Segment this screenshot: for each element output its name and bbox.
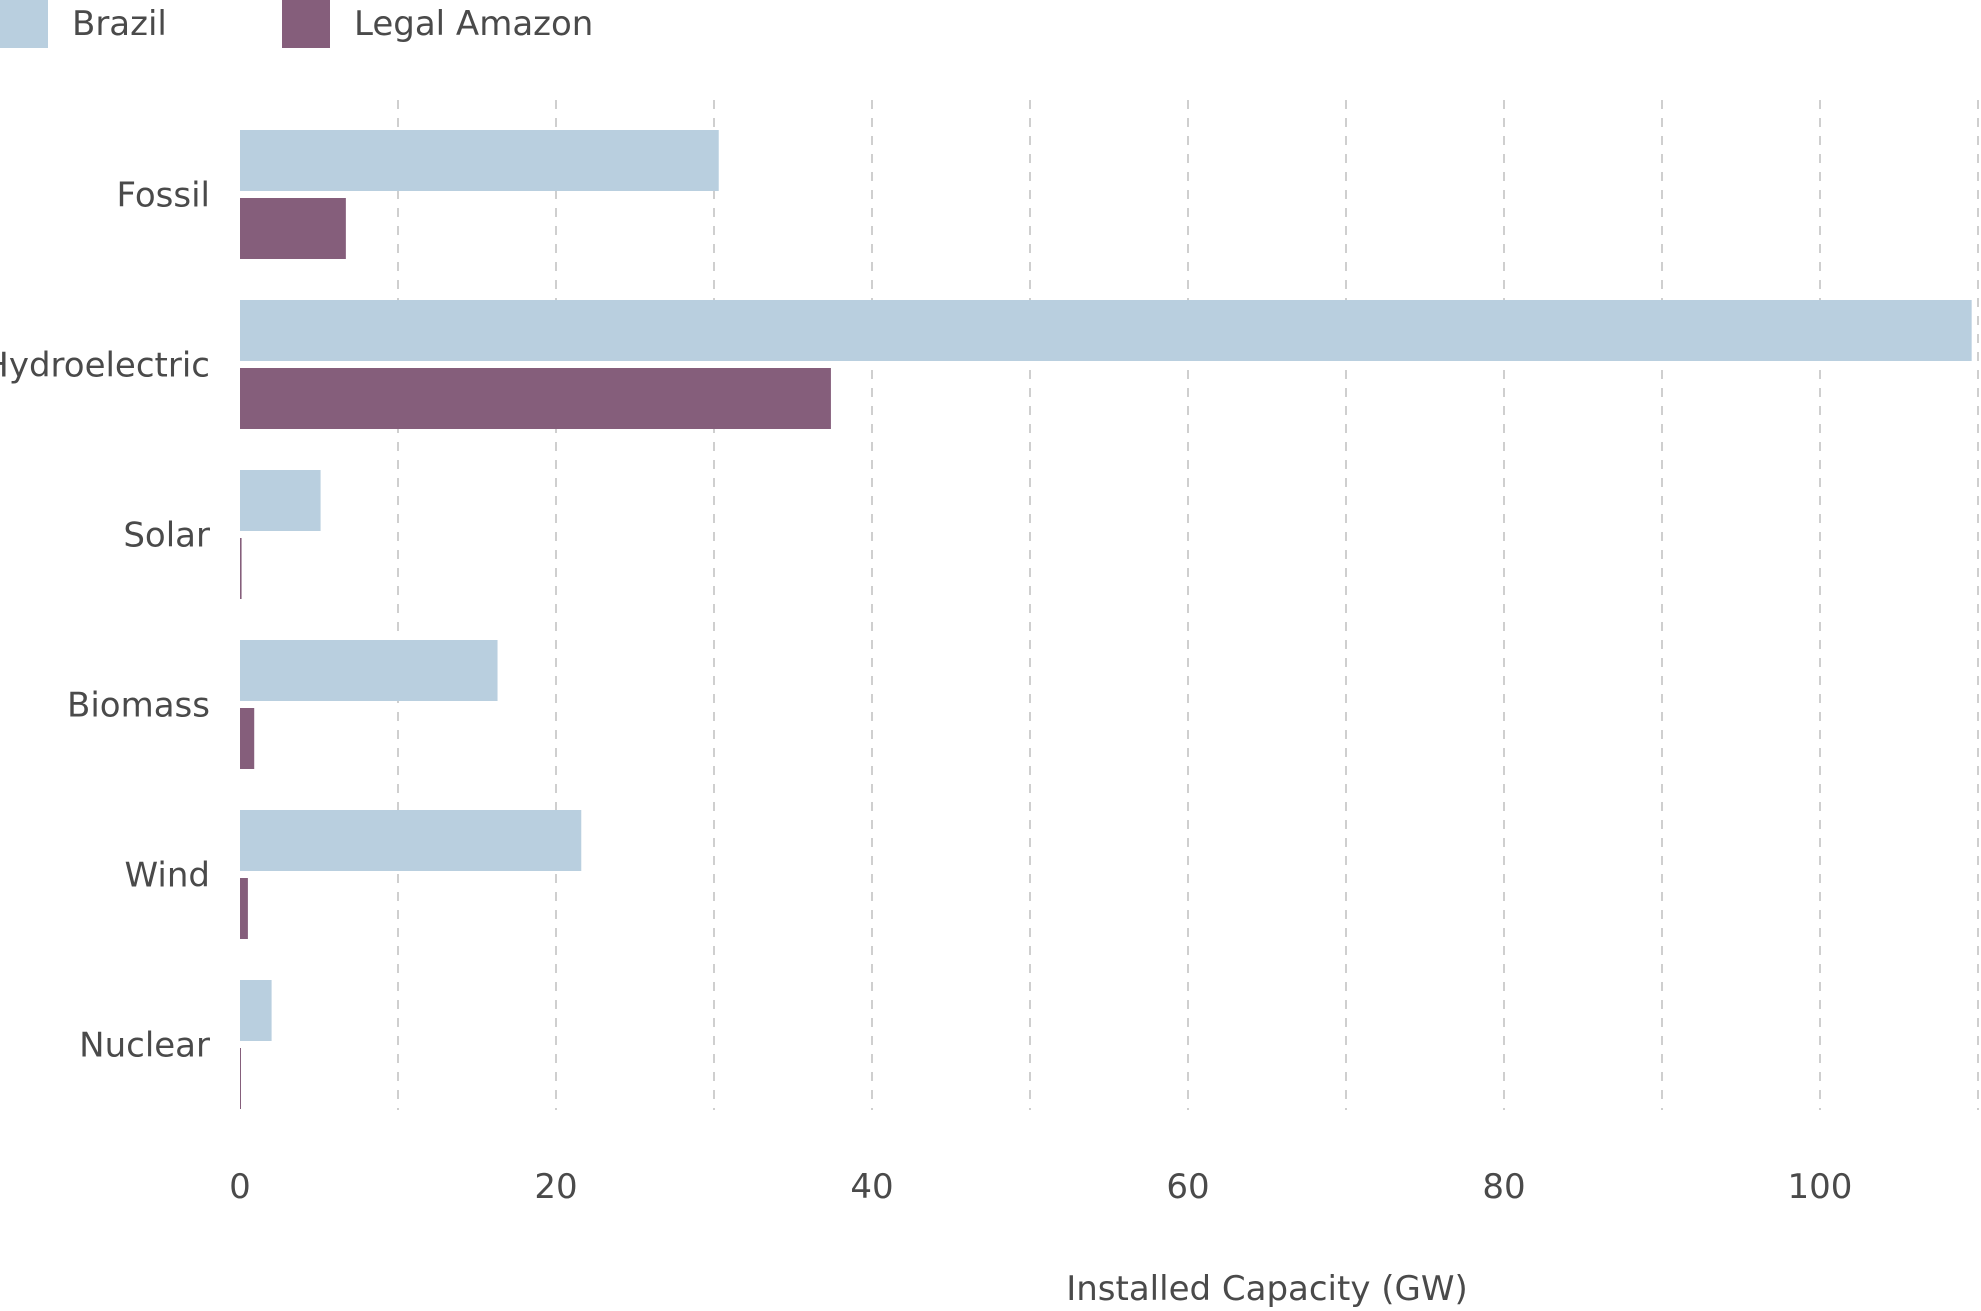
category-label-solar: Solar: [123, 516, 210, 556]
bar-legal-amazon-wind: [240, 878, 248, 939]
legend-item-brazil: Brazil: [0, 0, 167, 48]
category-label-biomass: Biomass: [67, 686, 210, 726]
bar-legal-amazon-hydroelectric: [240, 368, 831, 429]
legend-label-legal-amazon: Legal Amazon: [354, 4, 594, 44]
bar-legal-amazon-biomass: [240, 708, 255, 769]
x-tick-80: 80: [1482, 1167, 1525, 1207]
category-label-nuclear: Nuclear: [79, 1026, 210, 1066]
bar-brazil-fossil: [240, 130, 719, 191]
bar-brazil-nuclear: [240, 980, 272, 1041]
category-label-fossil: Fossil: [117, 176, 210, 216]
x-tick-40: 40: [850, 1167, 893, 1207]
legend-item-legal-amazon: Legal Amazon: [282, 0, 593, 48]
legend-swatch-legal-amazon: [282, 0, 330, 48]
bar-brazil-biomass: [240, 640, 498, 701]
bar-legal-amazon-solar: [240, 538, 242, 599]
bar-brazil-solar: [240, 470, 321, 531]
x-tick-60: 60: [1166, 1167, 1209, 1207]
x-tick-labels: 0 20 40 60 80 100: [229, 1167, 1852, 1207]
x-axis-label: Installed Capacity (GW): [1066, 1269, 1468, 1309]
x-tick-0: 0: [229, 1167, 251, 1207]
category-label-wind: Wind: [125, 856, 210, 896]
bar-legal-amazon-fossil: [240, 198, 346, 259]
x-tick-20: 20: [534, 1167, 577, 1207]
bar-legal-amazon-nuclear: [240, 1048, 241, 1109]
bar-brazil-hydroelectric: [240, 300, 1972, 361]
legend-label-brazil: Brazil: [72, 4, 167, 44]
category-labels: Fossil Hydroelectric Solar Biomass Wind Nucle…: [0, 176, 210, 1066]
legend-swatch-brazil: [0, 0, 48, 48]
bar-brazil-wind: [240, 810, 582, 871]
category-label-hydroelectric: Hydroelectric: [0, 346, 210, 386]
grid-lines: [397, 100, 1979, 1110]
x-tick-100: 100: [1788, 1167, 1853, 1207]
bars: [240, 130, 1972, 1109]
